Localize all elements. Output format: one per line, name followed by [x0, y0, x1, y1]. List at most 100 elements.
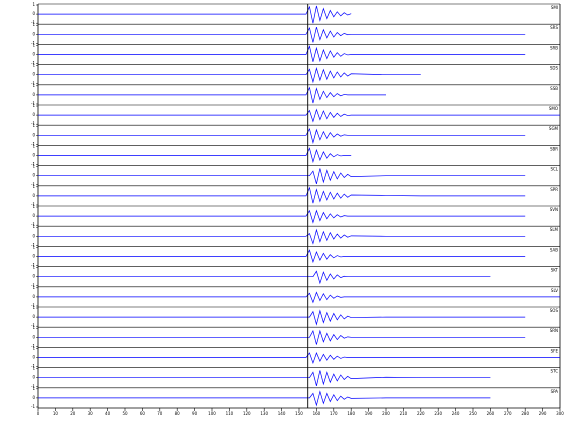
y-tick-label: 0 — [32, 72, 35, 77]
station-label: SBR — [550, 146, 558, 151]
y-tick-label: 1 — [32, 366, 35, 371]
x-tick-label: 160 — [313, 411, 321, 416]
trace — [38, 228, 526, 245]
station-label: SRS — [550, 25, 558, 30]
y-tick-label: 1 — [32, 386, 35, 391]
x-tick-label: 270 — [504, 411, 512, 416]
y-tick-label: -1 — [31, 182, 35, 187]
y-tick-label: 1 — [32, 123, 35, 128]
trace — [38, 186, 526, 204]
x-tick-label: 20 — [70, 411, 76, 416]
y-tick-label: -1 — [31, 101, 35, 106]
y-tick-label: -1 — [31, 303, 35, 308]
station-label: SGM — [549, 126, 559, 131]
x-tick-label: 260 — [487, 411, 495, 416]
y-tick-label: 1 — [32, 285, 35, 290]
station-label: SFE — [551, 348, 559, 353]
station-label: SKT — [551, 268, 559, 273]
station-label: SPR — [550, 187, 558, 192]
y-tick-label: 0 — [32, 254, 35, 259]
station-label: SOS — [550, 308, 559, 313]
x-tick-label: 70 — [157, 411, 163, 416]
y-tick-label: 0 — [32, 92, 35, 97]
x-tick-label: 200 — [382, 411, 390, 416]
y-tick-label: 1 — [32, 265, 35, 270]
x-tick-label: 10 — [53, 411, 59, 416]
y-tick-label: -1 — [31, 222, 35, 227]
x-tick-label: 100 — [208, 411, 216, 416]
x-tick-label: 280 — [521, 411, 529, 416]
station-label: SLM — [550, 227, 559, 232]
y-tick-label: 0 — [32, 314, 35, 319]
y-tick-label: -1 — [31, 202, 35, 207]
x-tick-label: 180 — [347, 411, 355, 416]
y-tick-label: 1 — [32, 22, 35, 27]
station-label: SMO — [549, 106, 558, 111]
y-tick-label: 1 — [32, 143, 35, 148]
x-tick-label: 60 — [140, 411, 146, 416]
x-tick-label: 0 — [37, 411, 40, 416]
x-tick-label: 230 — [434, 411, 442, 416]
trace — [38, 67, 421, 84]
trace — [38, 291, 560, 304]
trace — [38, 5, 352, 24]
x-tick-label: 290 — [539, 411, 547, 416]
y-tick-label: -1 — [31, 263, 35, 268]
y-tick-label: 1 — [32, 244, 35, 249]
y-tick-label: -1 — [31, 242, 35, 247]
y-tick-label: -1 — [31, 404, 35, 409]
y-tick-label: -1 — [31, 61, 35, 66]
y-tick-label: 0 — [32, 52, 35, 57]
x-tick-label: 80 — [175, 411, 181, 416]
y-tick-label: 0 — [32, 132, 35, 137]
x-tick-label: 150 — [295, 411, 303, 416]
y-tick-label: 0 — [32, 112, 35, 117]
y-tick-label: 1 — [32, 83, 35, 88]
y-tick-label: 1 — [32, 103, 35, 108]
trace — [38, 86, 386, 104]
y-tick-label: -1 — [31, 162, 35, 167]
y-tick-label: 0 — [32, 334, 35, 339]
y-tick-label: 1 — [32, 184, 35, 189]
y-tick-label: -1 — [31, 384, 35, 389]
x-tick-label: 240 — [452, 411, 460, 416]
station-label: STC — [550, 369, 558, 374]
y-tick-label: 0 — [32, 274, 35, 279]
station-label: SDS — [550, 66, 559, 71]
trace — [38, 209, 526, 224]
trace — [38, 147, 352, 164]
y-tick-label: -1 — [31, 343, 35, 348]
x-tick-label: 30 — [88, 411, 94, 416]
x-tick-label: 220 — [417, 411, 425, 416]
y-tick-label: -1 — [31, 323, 35, 328]
y-tick-label: 1 — [32, 63, 35, 68]
trace — [38, 127, 526, 144]
y-tick-label: -1 — [31, 121, 35, 126]
trace — [38, 351, 560, 365]
y-tick-label: -1 — [31, 40, 35, 45]
y-tick-label: 0 — [32, 153, 35, 158]
y-tick-label: -1 — [31, 81, 35, 86]
x-tick-label: 250 — [469, 411, 477, 416]
station-label: SRB — [550, 45, 558, 50]
y-tick-label: 0 — [32, 355, 35, 360]
x-tick-label: 90 — [192, 411, 198, 416]
y-tick-label: -1 — [31, 20, 35, 25]
x-tick-label: 210 — [400, 411, 408, 416]
y-tick-label: 0 — [32, 31, 35, 36]
y-tick-label: 0 — [32, 173, 35, 178]
y-tick-label: 1 — [32, 204, 35, 209]
y-tick-label: 1 — [32, 325, 35, 330]
station-label: SLV — [551, 288, 558, 293]
x-tick-label: 110 — [226, 411, 234, 416]
y-tick-label: 0 — [32, 395, 35, 400]
y-tick-label: 0 — [32, 213, 35, 218]
station-label: SAB — [550, 247, 558, 252]
y-tick-label: 0 — [32, 193, 35, 198]
x-tick-label: 140 — [278, 411, 286, 416]
y-tick-label: 0 — [32, 233, 35, 238]
y-tick-label: -1 — [31, 364, 35, 369]
trace — [38, 370, 491, 386]
trace — [38, 108, 560, 123]
trace — [38, 168, 526, 184]
